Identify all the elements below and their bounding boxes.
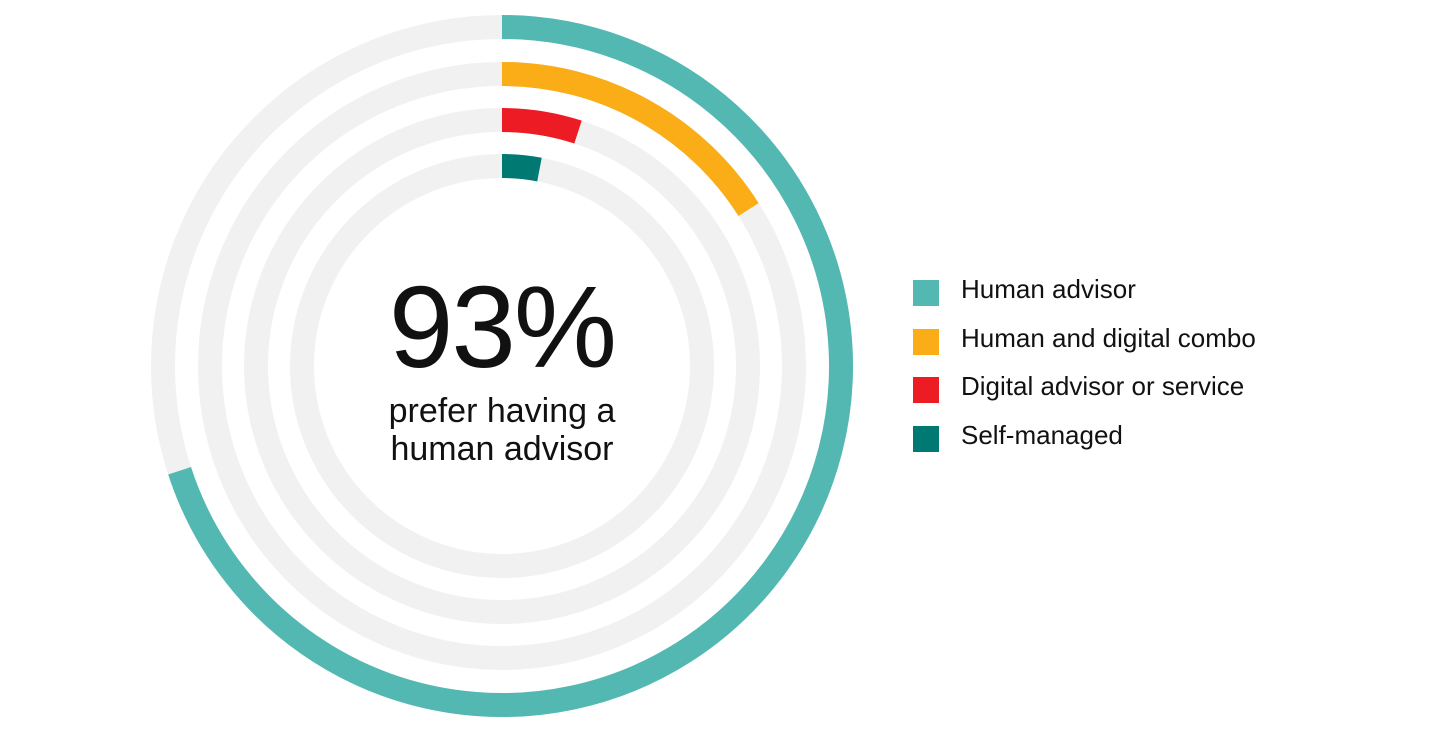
ring-bar-self-managed [501,154,542,182]
legend-swatch [913,280,939,306]
legend-swatch [913,425,939,452]
caption-line-2: human advisor [390,430,614,468]
headline-percentage: 93% [388,262,617,392]
legend-label: Self-managed [961,419,1123,450]
headline-caption: prefer having a human advisor [352,392,652,468]
radial-bar-chart [151,15,853,717]
legend-label: Digital advisor or service [961,371,1245,401]
legend-label: Human and digital combo [961,322,1256,353]
legend-swatch [913,328,939,355]
ring-bar-human-and-digital-combo [501,62,759,216]
legend-label: Human advisor [961,274,1136,304]
caption-line-1: prefer having a [388,392,616,430]
ring-bar-human-advisor [168,15,853,717]
ring-bar-digital-advisor-or-service [501,108,582,144]
legend-swatch [913,377,939,403]
